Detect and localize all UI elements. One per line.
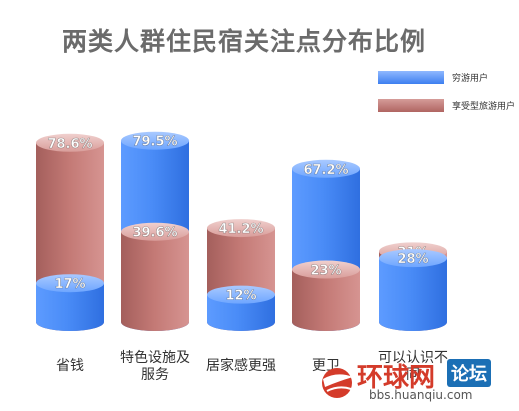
globe-logo-icon — [322, 368, 353, 398]
bar-cap-leisure-1 — [121, 222, 189, 241]
watermark-forum-badge: 论坛 — [447, 359, 491, 387]
bar-body-leisure-3 — [292, 269, 360, 331]
bar-cap-budget-2 — [207, 285, 275, 304]
bar-cap-leisure-3 — [292, 260, 360, 279]
data-label-leisure-1: 39.6% — [132, 226, 177, 241]
bar-cap-budget-3 — [292, 159, 360, 178]
watermark: 环球网 论坛 bbs.huanqiu.com — [317, 357, 507, 407]
bar-cap-budget-0 — [36, 274, 104, 293]
legend-label-budget: 穷游用户 — [452, 74, 489, 84]
category-label-0: 省钱 — [56, 358, 84, 374]
bar-leisure-3 — [292, 260, 360, 331]
legend-label-leisure: 享受型旅游用户 — [452, 102, 516, 112]
data-label-leisure-0: 78.6% — [47, 137, 92, 152]
bar-body-budget-2 — [207, 294, 275, 331]
data-label-budget-0: 17% — [54, 277, 85, 292]
bar-budget-4 — [379, 249, 447, 331]
chart-title: 两类人群住民宿关注点分布比例 — [62, 27, 427, 56]
bar-budget-0 — [36, 274, 104, 331]
bar-body-budget-4 — [379, 258, 447, 331]
data-label-leisure-3: 23% — [310, 264, 341, 279]
legend-item-leisure: 享受型旅游用户 — [378, 99, 515, 112]
bar-cap-leisure-2 — [207, 219, 275, 238]
bar-cap-budget-4 — [379, 249, 447, 268]
legend-swatch-budget — [378, 71, 444, 84]
legend-swatch-leisure — [378, 99, 444, 112]
legend-item-budget: 穷游用户 — [378, 71, 488, 84]
data-label-budget-2: 12% — [225, 289, 256, 304]
data-label-budget-3: 67.2% — [303, 163, 348, 178]
bar-cap-budget-1 — [121, 131, 189, 150]
category-label-2: 居家感更强 — [206, 358, 276, 374]
category-label-1: 特色设施及 服务 — [120, 350, 190, 383]
category-label-4: 可以认识不同 — [378, 350, 448, 383]
bar-body-budget-0 — [36, 283, 104, 331]
bar-budget-2 — [207, 285, 275, 331]
bar-body-leisure-1 — [121, 231, 189, 331]
watermark-brand: 环球网 — [357, 363, 436, 393]
bar-leisure-1 — [121, 222, 189, 331]
data-label-leisure-2: 41.2% — [218, 222, 263, 237]
data-label-budget-1: 79.5% — [132, 135, 177, 150]
data-label-budget-4: 28% — [397, 252, 428, 267]
bar-cap-leisure-0 — [36, 133, 104, 152]
watermark-url: bbs.huanqiu.com — [369, 388, 473, 402]
